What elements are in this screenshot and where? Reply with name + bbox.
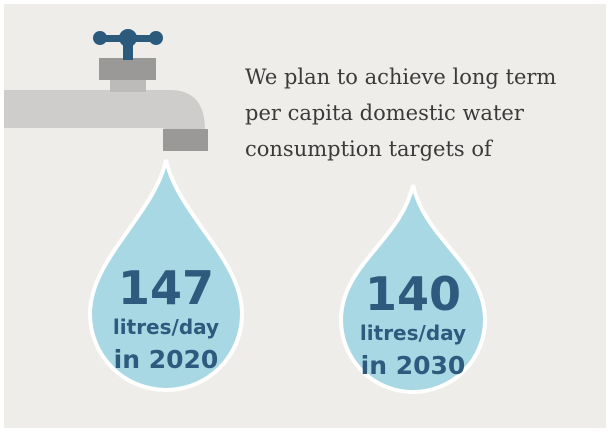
target-value: 140	[365, 267, 461, 321]
target-period: in 2020	[114, 345, 219, 374]
tap-handle-center	[119, 29, 137, 47]
target-value: 147	[118, 261, 214, 315]
intro-line: consumption targets of	[245, 137, 494, 161]
tap-pipe	[4, 90, 205, 132]
intro-line: per capita domestic water	[245, 101, 525, 125]
intro-line: We plan to achieve long term	[245, 65, 556, 89]
tap-handle-end	[93, 31, 107, 45]
target-unit: litres/day	[360, 321, 466, 345]
tap-handle-end	[149, 31, 163, 45]
tap-nozzle	[163, 129, 208, 151]
target-period: in 2030	[361, 351, 466, 380]
target-unit: litres/day	[113, 315, 219, 339]
infographic: We plan to achieve long term per capita …	[0, 0, 610, 432]
tap-valve	[99, 58, 156, 80]
